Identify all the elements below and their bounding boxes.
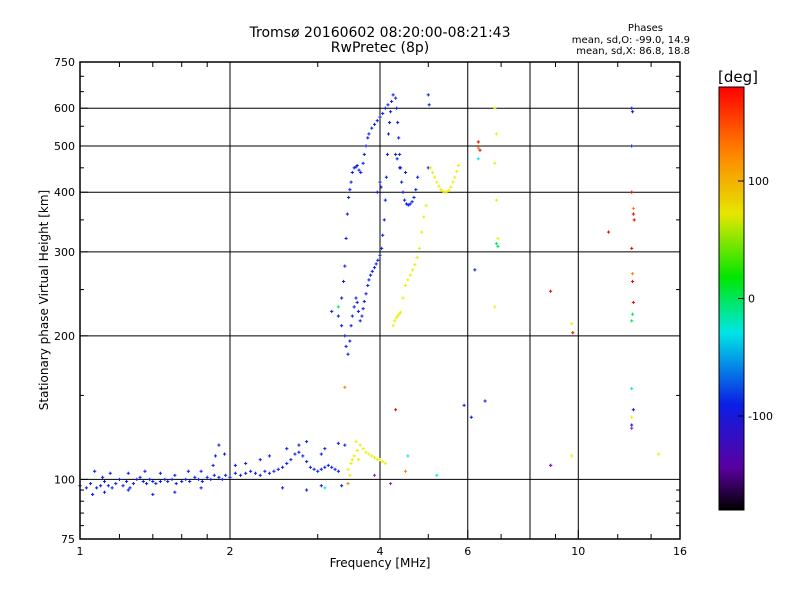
x-axis-label: Frequency [MHz] — [330, 556, 431, 570]
x-tick-label: 2 — [227, 545, 234, 558]
colorbar-tick-label: 100 — [748, 175, 769, 188]
y-tick-label: 100 — [54, 473, 75, 486]
x-tick-label: 16 — [673, 545, 687, 558]
colorbar-tick-label: -100 — [748, 410, 773, 423]
x-tick-label: 10 — [571, 545, 585, 558]
y-tick-label: 400 — [54, 186, 75, 199]
y-tick-label: 750 — [54, 56, 75, 69]
y-tick-label: 600 — [54, 102, 75, 115]
phase-info-x: mean, sd,X: 86.8, 18.8 — [576, 46, 690, 57]
colorbar-tick-layer: 100 0 -100 — [738, 175, 773, 423]
tick-layer: 1 2 4 6 10 16 75 100 200 300 400 500 600 750 — [54, 56, 687, 558]
phase-info-o: mean, sd,O: -99.0, 14.9 — [571, 35, 690, 46]
y-axis-label: Stationary phase Virtual Height [km] — [37, 190, 51, 410]
y-tick-label: 200 — [54, 330, 75, 343]
y-tick-label: 300 — [54, 246, 75, 259]
chart-title-line2: RwPretec (8p) — [330, 40, 430, 56]
grid-layer — [80, 62, 680, 539]
x-tick-label: 4 — [377, 545, 384, 558]
y-tick-label: 500 — [54, 140, 75, 153]
colorbar-tick-label: 0 — [748, 293, 755, 306]
colorbar-unit-label: [deg] — [718, 68, 758, 86]
x-tick-label: 6 — [464, 545, 471, 558]
y-tick-label: 75 — [61, 533, 75, 546]
data-points-layer — [78, 93, 661, 497]
chart-title-line1: Tromsø 20160602 08:20:00-08:21:43 — [249, 25, 511, 41]
phase-info-heading: Phases — [627, 23, 663, 34]
x-tick-label: 1 — [77, 545, 84, 558]
